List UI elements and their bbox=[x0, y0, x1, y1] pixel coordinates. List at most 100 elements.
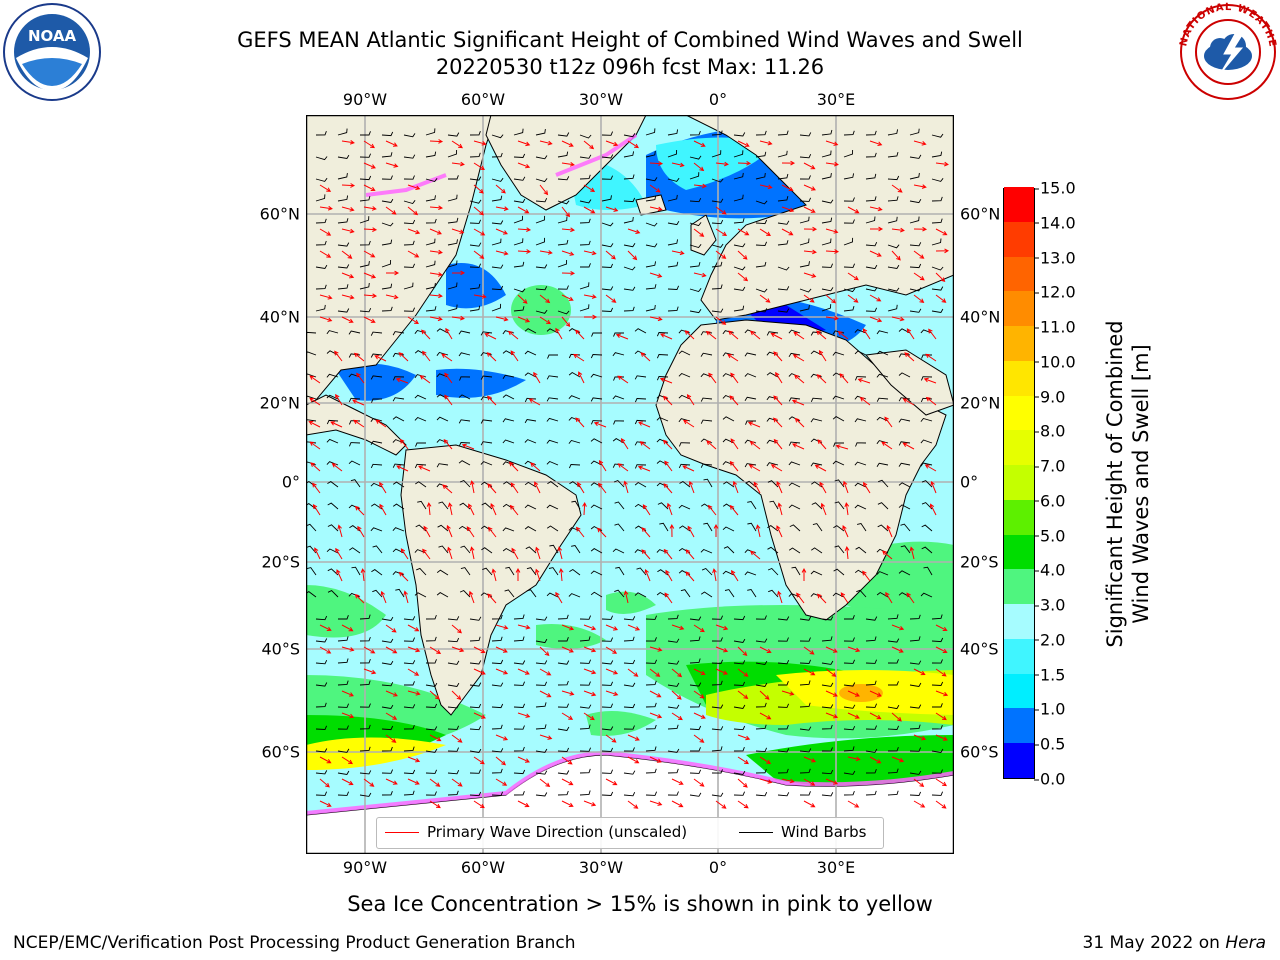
wave-direction-arrow bbox=[753, 481, 761, 494]
wind-barb bbox=[887, 287, 900, 292]
wave-direction-arrow bbox=[314, 547, 321, 560]
wave-direction-arrow bbox=[715, 250, 727, 259]
wave-direction-arrow bbox=[803, 184, 816, 191]
wind-barb bbox=[491, 659, 504, 665]
wind-barb bbox=[667, 638, 680, 643]
wave-direction-arrow bbox=[598, 482, 607, 494]
wind-barb bbox=[326, 394, 339, 400]
wind-barb bbox=[469, 748, 482, 753]
wind-barb bbox=[392, 416, 405, 422]
wave-direction-arrow bbox=[385, 690, 398, 697]
wave-height-map bbox=[306, 115, 954, 854]
wave-direction-arrow bbox=[640, 352, 651, 362]
wind-barb bbox=[601, 263, 614, 268]
wind-barb bbox=[505, 566, 515, 576]
wave-direction-arrow bbox=[583, 690, 597, 697]
wind-barb bbox=[636, 567, 647, 576]
wave-direction-arrow bbox=[715, 668, 728, 675]
wind-barb bbox=[579, 724, 591, 730]
wind-barb bbox=[656, 416, 669, 422]
wind-barb bbox=[799, 154, 812, 159]
wind-barb bbox=[306, 351, 317, 356]
wind-barb bbox=[438, 501, 449, 510]
wave-direction-arrow bbox=[487, 526, 497, 538]
wind-barb bbox=[777, 286, 790, 291]
wind-barb bbox=[315, 725, 328, 730]
wind-barb bbox=[535, 198, 548, 203]
wind-barb bbox=[689, 658, 701, 664]
wind-barb bbox=[777, 150, 788, 158]
wave-direction-arrow bbox=[535, 546, 541, 560]
wave-direction-arrow bbox=[776, 525, 783, 538]
wind-barb bbox=[315, 194, 326, 202]
wind-barb bbox=[799, 791, 811, 796]
wave-direction-arrow bbox=[759, 712, 772, 720]
wind-barb bbox=[777, 637, 789, 642]
wave-direction-arrow bbox=[363, 206, 377, 211]
wave-direction-arrow bbox=[495, 624, 509, 630]
wave-direction-arrow bbox=[363, 646, 376, 654]
wind-barb bbox=[799, 305, 810, 312]
wave-direction-arrow bbox=[447, 546, 453, 560]
wind-barb bbox=[546, 375, 559, 380]
wind-barb bbox=[546, 504, 559, 510]
wind-barb bbox=[909, 770, 922, 775]
wind-barb bbox=[491, 682, 504, 687]
wave-direction-arrow bbox=[319, 184, 332, 192]
wave-direction-arrow bbox=[935, 272, 946, 283]
wave-direction-arrow bbox=[715, 624, 729, 631]
wind-barb bbox=[755, 200, 768, 205]
wave-direction-arrow bbox=[859, 396, 871, 406]
wind-barb bbox=[865, 287, 878, 292]
wind-barb bbox=[711, 130, 723, 136]
wind-barb bbox=[568, 395, 581, 400]
wind-barb bbox=[854, 418, 867, 423]
wave-direction-arrow bbox=[319, 624, 332, 631]
wave-direction-arrow bbox=[649, 712, 663, 719]
wind-barb bbox=[703, 478, 713, 488]
wave-direction-arrow bbox=[319, 800, 332, 807]
wind-barb bbox=[557, 239, 569, 246]
wind-barb bbox=[810, 570, 823, 576]
sea-ice bbox=[306, 133, 954, 815]
wind-barb bbox=[923, 566, 933, 576]
wind-barb bbox=[482, 567, 493, 576]
wind-barb bbox=[491, 791, 504, 796]
wind-barb bbox=[755, 172, 766, 180]
colorbar-step bbox=[1004, 708, 1034, 744]
wind-barb bbox=[887, 638, 900, 643]
wave-direction-arrow bbox=[407, 624, 420, 632]
wave-direction-arrow bbox=[935, 624, 948, 631]
wind-barb bbox=[615, 566, 625, 576]
wave-direction-arrow bbox=[649, 184, 661, 193]
wind-barb bbox=[535, 724, 547, 730]
wave-direction-arrow bbox=[446, 524, 453, 538]
wind-barb bbox=[722, 570, 735, 576]
wave-direction-arrow bbox=[818, 350, 827, 362]
wave-direction-arrow bbox=[468, 590, 475, 604]
wave-direction-arrow bbox=[842, 480, 849, 494]
wind-barb bbox=[359, 746, 371, 752]
colorbar-step bbox=[1004, 325, 1034, 361]
wave-direction-arrow bbox=[671, 800, 684, 808]
wind-barb bbox=[678, 504, 691, 510]
wind-barb bbox=[403, 616, 416, 621]
wind-barb bbox=[315, 748, 328, 753]
wind-barb bbox=[459, 502, 471, 510]
wind-barb bbox=[504, 589, 515, 598]
wind-barb bbox=[425, 195, 436, 202]
wind-barb bbox=[657, 502, 669, 510]
wave-direction-arrow bbox=[584, 314, 598, 320]
wind-barb bbox=[645, 222, 658, 227]
wind-barb bbox=[766, 396, 779, 401]
wave-direction-arrow bbox=[803, 668, 816, 676]
wind-barb bbox=[887, 151, 899, 158]
wind-barb bbox=[524, 372, 537, 378]
wind-barb bbox=[843, 770, 856, 775]
wind-barb bbox=[392, 527, 405, 532]
wave-direction-arrow bbox=[693, 668, 706, 675]
colorbar-tick-label: 13.0 bbox=[1034, 248, 1076, 268]
wave-direction-arrow bbox=[863, 481, 871, 494]
lat-label-left: 60°N bbox=[259, 204, 300, 224]
legend-red-line bbox=[385, 832, 419, 833]
